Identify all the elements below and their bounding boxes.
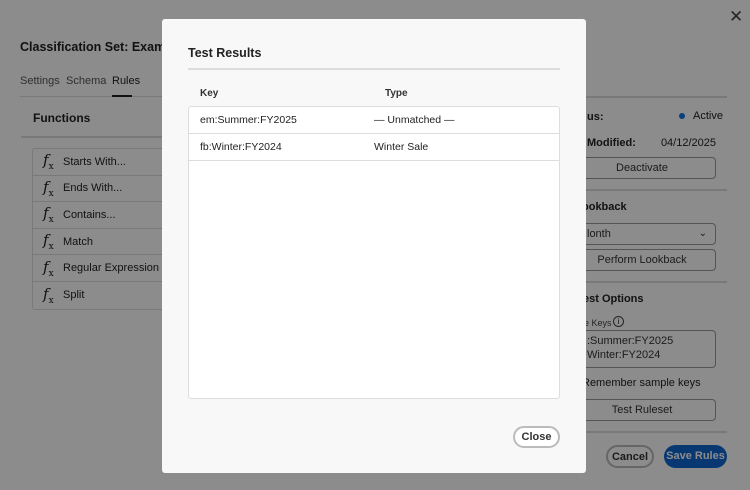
info-icon[interactable]: i (613, 316, 624, 327)
status-label: us: (587, 111, 604, 123)
tab-rules[interactable]: Rules (112, 75, 141, 87)
sample-key-line: Winter:FY2024 (587, 349, 661, 361)
cell-key: em:Summer:FY2025 (200, 114, 297, 126)
function-split[interactable]: fx Split (33, 282, 171, 309)
column-header-key[interactable]: Key (200, 88, 219, 99)
function-label: Regular Expression (63, 262, 159, 275)
deactivate-button[interactable]: Deactivate (568, 157, 716, 179)
function-icon: fx (43, 231, 54, 253)
function-label: Ends With... (63, 182, 123, 195)
sample-key-line: :Summer:FY2025 (587, 335, 674, 347)
function-icon: fx (43, 204, 54, 226)
function-starts-with[interactable]: fx Starts With... (33, 149, 171, 176)
save-rules-button[interactable]: Save Rules (664, 445, 727, 468)
dialog-divider (188, 68, 560, 70)
cell-type: Winter Sale (374, 141, 429, 153)
function-label: Split (63, 289, 85, 302)
close-icon[interactable]: ✕ (729, 7, 744, 26)
function-match[interactable]: fx Match (33, 229, 171, 256)
close-button[interactable]: Close (513, 426, 560, 448)
function-icon: fx (43, 151, 54, 173)
column-header-type[interactable]: Type (385, 88, 408, 99)
functions-list: fx Starts With... fx Ends With... fx Contai… (32, 148, 172, 310)
function-label: Contains... (63, 208, 116, 221)
table-row[interactable]: em:Summer:FY2025 — Unmatched — (189, 107, 559, 134)
table-row[interactable]: fb:Winter:FY2024 Winter Sale (189, 134, 559, 161)
function-icon: fx (43, 257, 54, 279)
lookback-heading: ookback (582, 201, 627, 213)
function-label: Match (63, 235, 93, 248)
tabs-divider (20, 96, 170, 97)
function-label: Starts With... (63, 155, 126, 168)
functions-divider (21, 136, 171, 138)
lookback-select[interactable]: lonth ⌄ (568, 223, 716, 245)
page-title: Classification Set: Example Cla (20, 40, 207, 54)
dialog-title: Test Results (188, 46, 262, 60)
test-ruleset-button[interactable]: Test Ruleset (568, 399, 716, 421)
function-icon: fx (43, 177, 54, 199)
sample-keys-label: le Keys (582, 318, 612, 328)
results-table: em:Summer:FY2025 — Unmatched — fb:Winter:… (188, 106, 560, 399)
status-value: Active (693, 110, 723, 122)
status-dot-icon (679, 113, 685, 119)
function-regular-expression[interactable]: fx Regular Expression (33, 255, 171, 282)
tab-settings[interactable]: Settings (20, 75, 60, 87)
active-tab-indicator (112, 95, 132, 97)
cancel-button[interactable]: Cancel (606, 445, 654, 468)
chevron-down-icon: ⌄ (698, 228, 707, 239)
side-divider (580, 189, 727, 191)
modified-value: 04/12/2025 (660, 137, 716, 149)
lookback-select-value: lonth (587, 228, 611, 240)
side-divider (580, 281, 727, 283)
function-ends-with[interactable]: fx Ends With... (33, 176, 171, 203)
side-divider (580, 431, 727, 433)
test-options-heading: est Options (583, 293, 644, 305)
functions-heading: Functions (33, 111, 91, 125)
cell-key: fb:Winter:FY2024 (200, 141, 282, 153)
function-contains[interactable]: fx Contains... (33, 202, 171, 229)
remember-sample-keys-checkbox[interactable]: Remember sample keys (582, 377, 701, 389)
test-results-dialog: Test Results Key Type em:Summer:FY2025 — … (162, 19, 586, 473)
sample-keys-textarea[interactable]: :Summer:FY2025 Winter:FY2024 (568, 330, 716, 368)
tab-schema[interactable]: Schema (66, 75, 107, 87)
side-divider (580, 96, 727, 98)
function-icon: fx (43, 284, 54, 306)
cell-type: — Unmatched — (374, 114, 455, 126)
modified-label: Modified: (587, 137, 636, 149)
perform-lookback-button[interactable]: Perform Lookback (568, 249, 716, 271)
